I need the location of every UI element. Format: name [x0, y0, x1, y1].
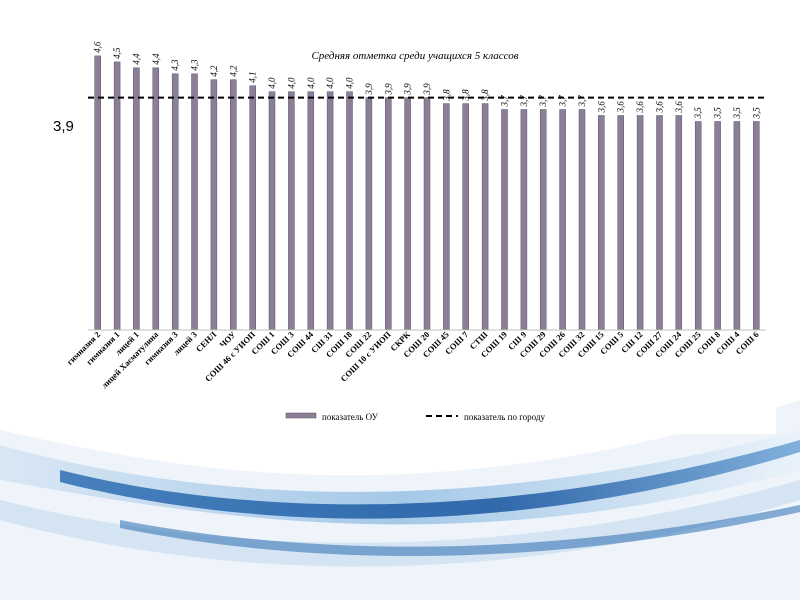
bar [559, 109, 566, 331]
bar [481, 103, 489, 331]
bar-value-label: 3,8 [441, 89, 451, 102]
bar-value-label: 3,6 [674, 101, 684, 114]
legend: показатель ОУ показатель по городу [285, 412, 545, 422]
bar [462, 103, 469, 331]
bar [636, 115, 644, 331]
bar-value-label: 3,7 [500, 95, 510, 108]
bar-value-label: 3,6 [655, 101, 665, 114]
bar-value-label: 3,6 [635, 101, 645, 114]
bar-value-label: 3,5 [693, 107, 703, 120]
chart-title: Средняя отметка среди учащихся 5 классов [311, 50, 518, 62]
category-label: СЕНЛ [194, 329, 219, 354]
bar [656, 115, 663, 331]
bar [443, 103, 450, 331]
bar [113, 61, 121, 331]
bar-value-label: 3,7 [577, 95, 587, 108]
bar [191, 73, 198, 331]
bar [598, 115, 605, 331]
value-labels-layer: 4,6 4,5 4,4 4,4 4,3 4,3 4,2 4,2 4,1 4,0 4,0 4,0 4,0 4… [93, 41, 762, 119]
bar [501, 109, 508, 331]
bar-value-label: 4,0 [267, 77, 277, 89]
bar [249, 85, 256, 331]
city-average-label: 3,9 [53, 118, 74, 135]
bar [133, 67, 140, 331]
bar-value-label: 4,4 [131, 53, 141, 65]
bar [385, 97, 392, 331]
bar-value-label: 3,9 [403, 83, 413, 96]
bar [346, 91, 353, 331]
bar-value-label: 3,8 [461, 89, 471, 102]
bar-value-label: 4,0 [306, 77, 316, 89]
bar-value-label: 4,0 [286, 77, 296, 89]
bar [365, 97, 373, 331]
bar-value-label: 3,6 [596, 101, 606, 114]
bar [694, 121, 702, 331]
bar [268, 91, 276, 331]
bar [152, 67, 160, 331]
bar-value-label: 3,9 [383, 83, 393, 96]
bar-value-label: 3,7 [519, 95, 529, 108]
legend-label-bars: показатель ОУ [322, 412, 379, 422]
bar-value-label: 4,1 [248, 71, 258, 82]
bar [288, 91, 295, 331]
bar-value-label: 3,7 [538, 95, 548, 108]
legend-swatch-bars [285, 412, 317, 419]
bar [520, 109, 528, 331]
bar-value-label: 3,6 [616, 101, 626, 114]
bar-chart: Средняя отметка среди учащихся 5 классов… [65, 41, 766, 422]
bar-value-label: 4,3 [170, 59, 180, 71]
chart-panel: Средняя отметка среди учащихся 5 классов… [54, 32, 776, 434]
bar-value-label: 4,4 [151, 53, 161, 65]
bar-value-label: 3,5 [751, 107, 761, 120]
bar-value-label: 3,9 [364, 83, 374, 96]
bar [423, 97, 431, 331]
bar-value-label: 4,3 [190, 59, 200, 71]
bar [617, 115, 624, 331]
bar [230, 79, 237, 331]
bar-value-label: 4,0 [325, 77, 335, 89]
bar [404, 97, 411, 331]
bar [714, 121, 721, 331]
bar-value-label: 3,8 [480, 89, 490, 102]
bar-value-label: 4,2 [228, 65, 238, 77]
bar-value-label: 3,9 [422, 83, 432, 96]
bar [210, 79, 218, 331]
bar [539, 109, 547, 331]
bar [733, 121, 741, 331]
bar [326, 91, 334, 331]
bar [675, 115, 683, 331]
bar-value-label: 3,5 [713, 107, 723, 120]
bar [578, 109, 586, 331]
bar-value-label: 3,7 [558, 95, 568, 108]
bar-value-label: 4,0 [345, 77, 355, 89]
bar [171, 73, 179, 331]
bar-value-label: 4,5 [112, 47, 122, 59]
bars-layer [94, 55, 760, 331]
bar [753, 121, 760, 331]
bar-value-label: 4,6 [93, 41, 103, 53]
bar-value-label: 3,5 [732, 107, 742, 120]
legend-label-line: показатель по городу [464, 412, 545, 422]
bar [307, 91, 315, 331]
bar-value-label: 4,2 [209, 65, 219, 77]
